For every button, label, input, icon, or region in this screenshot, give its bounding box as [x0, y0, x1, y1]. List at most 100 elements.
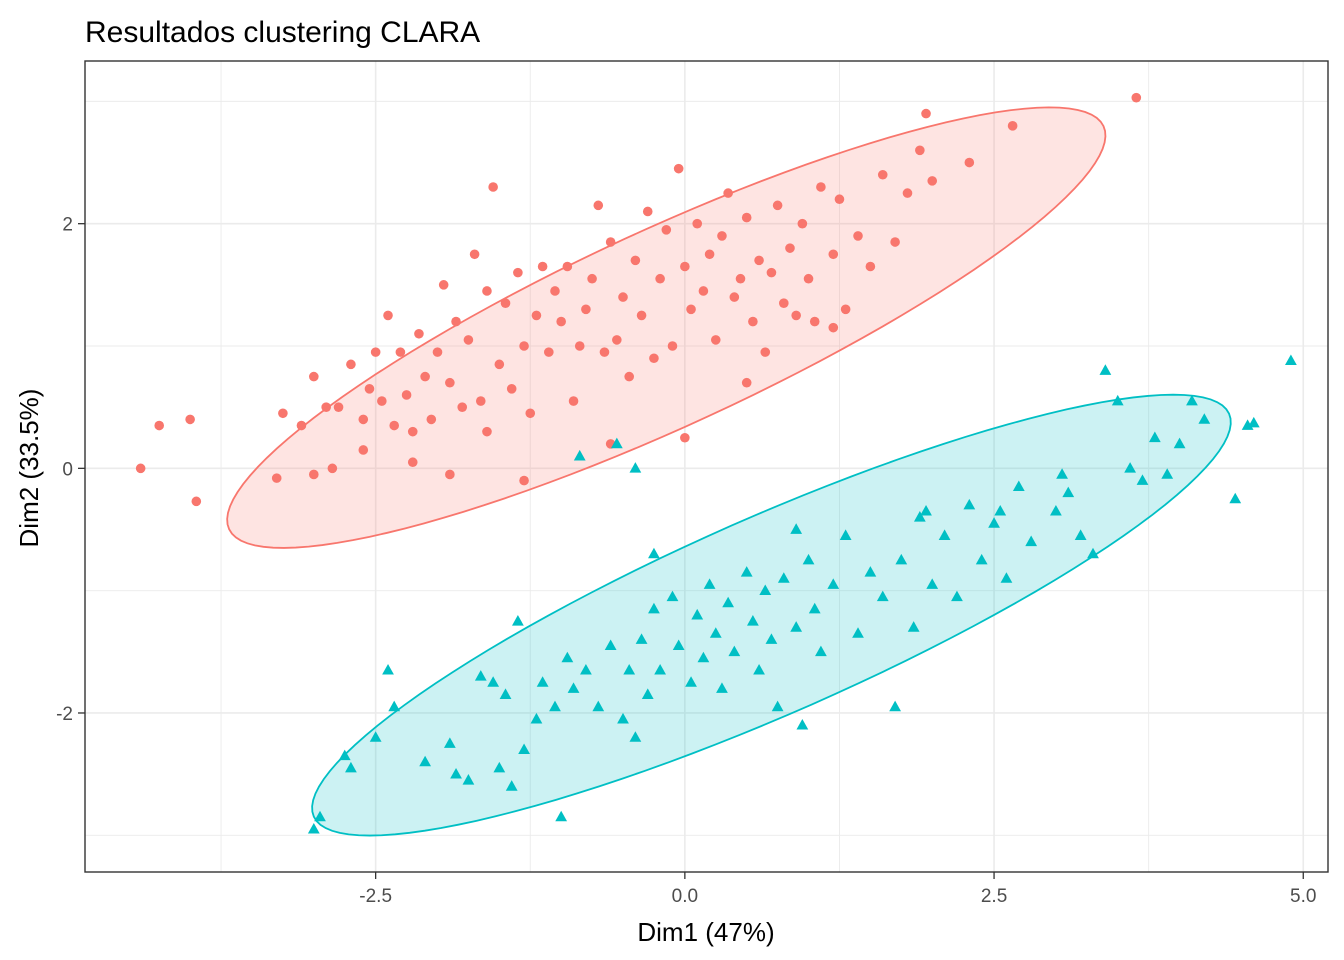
cluster-2-point	[499, 688, 512, 699]
cluster-2-point	[1148, 431, 1161, 443]
cluster-1-point	[828, 249, 839, 260]
cluster-1-point	[785, 243, 795, 253]
cluster-2-point	[1136, 474, 1149, 485]
cluster-1-point	[853, 231, 863, 241]
cluster-1-point	[519, 341, 529, 351]
cluster-1-point	[890, 237, 900, 247]
cluster-2-point	[802, 553, 815, 565]
cluster-1-point	[686, 304, 696, 315]
cluster-1-point	[309, 371, 319, 382]
cluster-1-point	[865, 261, 876, 272]
cluster-2-point	[963, 498, 976, 510]
cluster-1-point	[655, 273, 665, 284]
cluster-2-point	[617, 712, 629, 724]
cluster-1-point	[531, 310, 542, 321]
cluster-2-point	[703, 578, 716, 589]
cluster-1-point	[803, 273, 814, 284]
cluster-2-point	[1000, 572, 1013, 583]
cluster-1-point	[1007, 121, 1018, 131]
cluster-1-point	[680, 432, 690, 443]
cluster-1-point	[710, 335, 721, 345]
cluster-1-point	[624, 371, 634, 382]
cluster-2-point	[740, 566, 753, 577]
cluster-1-point	[519, 475, 529, 486]
cluster-1-point	[791, 310, 801, 321]
cluster-1-point	[407, 426, 418, 437]
panel-border	[84, 60, 1329, 873]
cluster-2-point	[487, 676, 500, 687]
cluster-2-point	[1087, 547, 1099, 559]
cluster-1-point	[618, 292, 628, 302]
cluster-ellipse-1	[226, 106, 1107, 549]
cluster-2-point	[629, 462, 642, 473]
x-axis-title: Dim1 (47%)	[637, 917, 774, 947]
cluster-2-point	[728, 645, 741, 657]
cluster-1-point	[704, 249, 715, 260]
cluster-2-point	[746, 615, 759, 626]
cluster-2-point	[1025, 535, 1038, 547]
cluster-1-point	[358, 414, 369, 425]
cluster-1-point	[877, 169, 888, 180]
cluster-1-point	[525, 408, 536, 419]
cluster-1-point	[562, 261, 573, 272]
cluster-1-point	[494, 359, 505, 370]
cluster-1-point	[395, 347, 406, 357]
chart-title: Resultados clustering CLARA	[85, 16, 480, 49]
cluster-1-point	[426, 414, 437, 425]
y-tick-label: -2	[56, 704, 73, 725]
cluster-2-point	[938, 529, 951, 540]
x-tick-label: 0.0	[672, 886, 698, 907]
cluster-1-point	[636, 310, 647, 321]
cluster-1-point	[698, 286, 709, 296]
cluster-2-point	[864, 566, 877, 577]
cluster-1-point	[673, 163, 684, 174]
y-axis-title: Dim2 (33.5%)	[14, 389, 44, 548]
cluster-2-point	[815, 645, 827, 657]
x-tick-label: 5.0	[1290, 886, 1316, 907]
cluster-1-point	[500, 298, 511, 308]
cluster-2-point	[1186, 394, 1198, 406]
cluster-2-point	[555, 810, 568, 822]
cluster-1-point	[723, 188, 733, 198]
x-tick-label: -2.5	[359, 886, 392, 907]
cluster-2-point	[1247, 416, 1260, 428]
y-tick-label: 2	[62, 215, 73, 236]
cluster-2-point	[1012, 480, 1025, 492]
cluster-2-point	[889, 700, 901, 712]
cluster-1-point	[321, 402, 331, 412]
cluster-2-point	[567, 682, 580, 693]
cluster-1-point	[642, 206, 653, 217]
cluster-1-point	[432, 347, 443, 357]
cluster-2-point	[1173, 437, 1186, 449]
cluster-1-point	[680, 261, 690, 272]
cluster-1-point	[834, 194, 845, 205]
cluster-1-point	[556, 316, 566, 327]
cluster-2-point	[994, 504, 1007, 516]
cluster-1-point	[550, 286, 560, 296]
cluster-1-point	[296, 420, 307, 431]
cluster-1-point	[741, 212, 752, 223]
cluster-1-point	[537, 261, 548, 272]
cluster-1-point	[797, 218, 808, 229]
grid	[85, 61, 1328, 872]
cluster-1-point	[581, 304, 591, 315]
cluster-2-point	[307, 822, 320, 834]
cluster-2-point	[648, 547, 660, 559]
cluster-1-point	[630, 255, 641, 266]
cluster-2-point	[530, 712, 543, 724]
cluster-2-point	[580, 663, 592, 675]
cluster-1-point	[828, 322, 839, 333]
cluster-2-point	[1062, 486, 1075, 498]
cluster-1-point	[358, 445, 369, 455]
cluster-1-point	[741, 377, 752, 388]
cluster-2-point	[1161, 468, 1174, 479]
cluster-2-point	[474, 670, 487, 681]
cluster-2-point	[771, 700, 784, 712]
cluster-2-point	[443, 737, 456, 748]
cluster-ellipse-2	[311, 393, 1232, 837]
cluster-1-point	[661, 225, 672, 235]
cluster-1-point	[333, 402, 344, 412]
cluster-2-point	[641, 688, 654, 699]
cluster-2-point	[573, 449, 586, 461]
